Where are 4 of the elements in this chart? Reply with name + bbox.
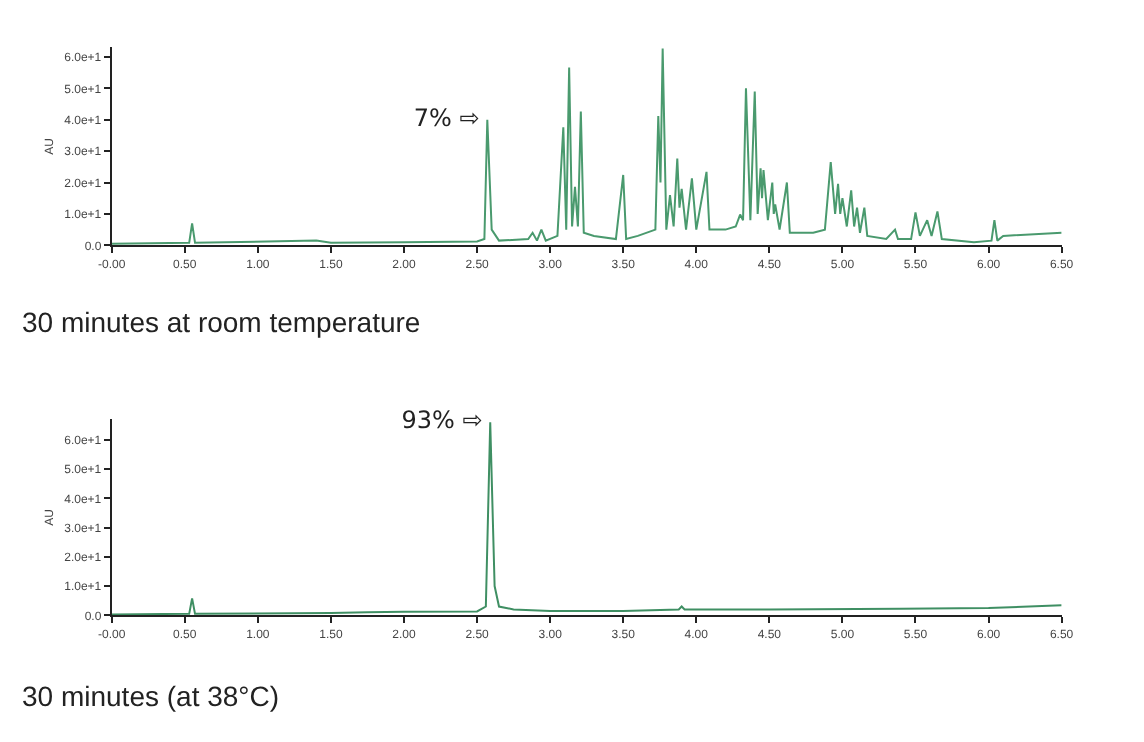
text: 30 minutes at room temperature (22, 306, 421, 338)
annotation: 7% ⇨ (413, 103, 488, 132)
annotation: 93% ⇨ (401, 406, 491, 435)
text: 30 minutes (at 38°C) (22, 680, 280, 712)
